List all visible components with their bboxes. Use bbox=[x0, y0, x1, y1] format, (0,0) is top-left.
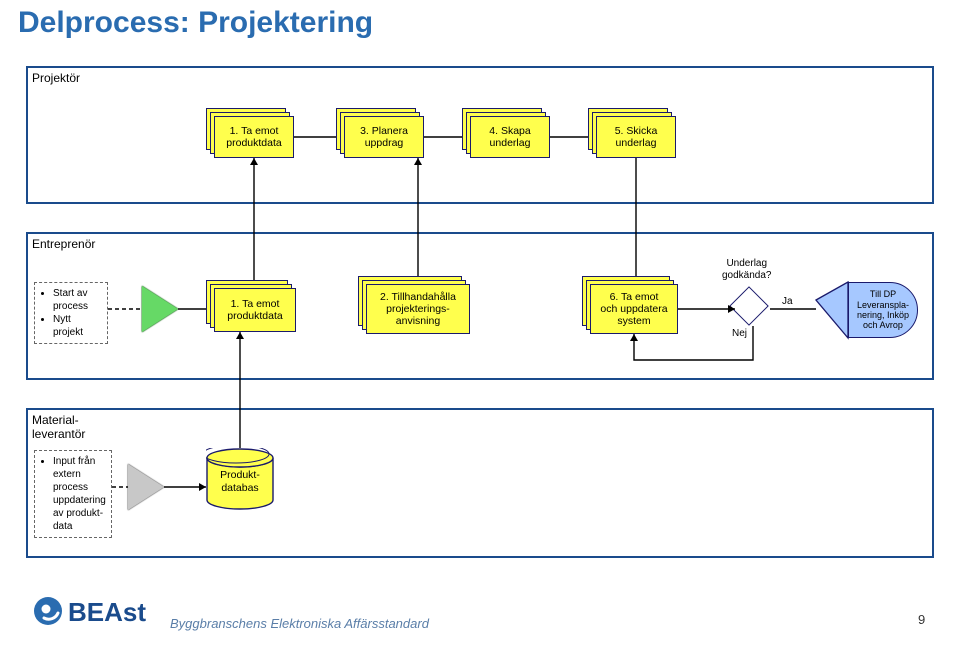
edge-label-yes: Ja bbox=[782, 296, 793, 307]
logo-icon: BEAst bbox=[30, 590, 160, 632]
start-event-icon bbox=[142, 286, 178, 332]
page-number: 9 bbox=[918, 612, 925, 627]
process-label: 6. Ta emotoch uppdaterasystem bbox=[600, 291, 667, 327]
input-event-icon bbox=[128, 464, 164, 510]
process-label: 5. Skickaunderlag bbox=[615, 125, 658, 149]
logo-text: BEAst bbox=[68, 597, 146, 627]
datastore-label: Produkt-databas bbox=[206, 469, 274, 494]
swimlane-label: Material-leverantör bbox=[32, 413, 85, 441]
process-label: 4. Skapaunderlag bbox=[489, 125, 530, 149]
process-label: 1. Ta emotproduktdata bbox=[227, 298, 282, 322]
endpoint-next-dp: Till DPLeveranspla-nering, Inköpoch Avro… bbox=[848, 282, 918, 338]
endpoint-label: Till DPLeveranspla-nering, Inköpoch Avro… bbox=[857, 289, 909, 330]
bullet-box-input: Input från extern process uppdatering av… bbox=[34, 450, 112, 538]
page-title: Delprocess: Projektering bbox=[18, 6, 373, 40]
title-text: Delprocess: Projektering bbox=[18, 6, 373, 39]
swimlane-label: Projektör bbox=[32, 71, 80, 85]
process-label: 2. Tillhandahållaprojekterings-anvisning bbox=[380, 291, 456, 327]
swimlane-label: Entreprenör bbox=[32, 237, 95, 251]
datastore-produktdatabas: Produkt-databas bbox=[206, 448, 274, 510]
process-label: 3. Planerauppdrag bbox=[360, 125, 408, 149]
edge-label-no: Nej bbox=[732, 328, 747, 339]
decision-label: Underlaggodkända? bbox=[722, 258, 772, 282]
footer-text: Byggbranschens Elektroniska Affärsstanda… bbox=[170, 616, 429, 631]
beast-logo: BEAst bbox=[30, 590, 160, 637]
bullet-box-start: Start av processNytt projekt bbox=[34, 282, 108, 344]
process-label: 1. Ta emotproduktdata bbox=[226, 125, 281, 149]
